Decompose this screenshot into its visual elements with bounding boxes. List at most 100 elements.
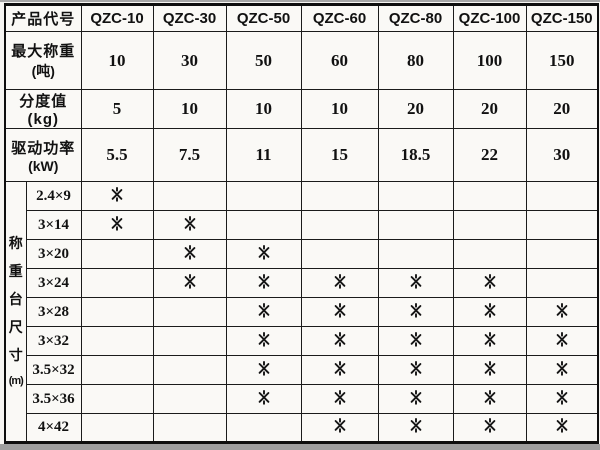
- reference-mark-icon: [109, 186, 125, 202]
- reference-mark-icon: [182, 302, 198, 318]
- mark-cell: [80, 210, 154, 240]
- mark-cell: [525, 181, 599, 211]
- mark-cell: [377, 181, 454, 211]
- mark-cell: [452, 355, 527, 385]
- mark-cell: [452, 181, 527, 211]
- reference-mark-icon: [182, 417, 198, 433]
- reference-mark-icon: [109, 389, 125, 405]
- mark-cell: [377, 297, 454, 327]
- reference-mark-icon: [554, 244, 570, 260]
- mark-cell: [300, 297, 379, 327]
- drive-power-row: 驱动功率 (kW) 5.5 7.5 11 15 18.5 22 30: [4, 128, 599, 182]
- mark-cell: [525, 268, 599, 298]
- reference-mark-icon: [482, 389, 498, 405]
- model-header-qzc30: QZC-30: [152, 4, 227, 32]
- reference-mark-icon: [482, 186, 498, 202]
- mark-cell: [377, 326, 454, 356]
- reference-mark-icon: [109, 360, 125, 376]
- division-value: 10: [152, 89, 227, 129]
- mark-cell: [525, 384, 599, 414]
- reference-mark-icon: [182, 215, 198, 231]
- vertical-label: 称 重 台 尺 寸 (m): [6, 236, 25, 387]
- mark-cell: [300, 181, 379, 211]
- mark-cell: [152, 413, 227, 443]
- mark-cell: [452, 297, 527, 327]
- mark-cell: [525, 355, 599, 385]
- mark-cell: [452, 326, 527, 356]
- reference-mark-icon: [554, 331, 570, 347]
- reference-mark-icon: [332, 215, 348, 231]
- capacity-value: 60: [300, 31, 379, 90]
- mark-cell: [225, 297, 302, 327]
- mark-cell: [225, 181, 302, 211]
- mark-cell: [152, 268, 227, 298]
- mark-cell: [300, 355, 379, 385]
- row-unit: (kW): [28, 157, 59, 174]
- mark-cell: [80, 326, 154, 356]
- power-value: 18.5: [377, 128, 454, 182]
- vertical-label-char: 尺: [8, 319, 23, 335]
- division-value: 5: [80, 89, 154, 129]
- reference-mark-icon: [408, 215, 424, 231]
- mark-cell: [525, 326, 599, 356]
- mark-cell: [80, 297, 154, 327]
- division-value: 10: [300, 89, 379, 129]
- reference-mark-icon: [182, 360, 198, 376]
- model-header-qzc100: QZC-100: [452, 4, 527, 32]
- mark-cell: [152, 297, 227, 327]
- reference-mark-icon: [109, 244, 125, 260]
- mark-cell: [300, 210, 379, 240]
- vertical-label-char: 台: [8, 291, 23, 307]
- mark-cell: [225, 210, 302, 240]
- row-label: 最大称重: [11, 43, 76, 60]
- platform-row: 3×24: [5, 268, 599, 298]
- max-capacity-label: 最大称重 (吨): [4, 31, 82, 90]
- mark-cell: [225, 413, 302, 443]
- reference-mark-icon: [256, 389, 272, 405]
- mark-cell: [525, 210, 599, 240]
- reference-mark-icon: [256, 417, 272, 433]
- capacity-value: 10: [80, 31, 154, 90]
- division-value: 20: [452, 89, 527, 129]
- platform-row: 3.5×36: [5, 384, 599, 414]
- platform-size-cell: 3×14: [25, 210, 82, 240]
- mark-cell: [80, 413, 154, 443]
- capacity-value: 150: [525, 31, 599, 90]
- reference-mark-icon: [408, 331, 424, 347]
- mark-cell: [300, 268, 379, 298]
- reference-mark-icon: [332, 417, 348, 433]
- platform-size-cell: 2.4×9: [25, 181, 82, 211]
- platform-size-cell: 4×42: [25, 413, 82, 443]
- mark-cell: [152, 326, 227, 356]
- reference-mark-icon: [256, 186, 272, 202]
- platform-size-cell: 3.5×36: [25, 384, 82, 414]
- mark-cell: [225, 384, 302, 414]
- reference-mark-icon: [482, 273, 498, 289]
- mark-cell: [225, 239, 302, 269]
- spec-table: 产品代号 QZC-10 QZC-30 QZC-50 QZC-60 QZC-80 …: [4, 3, 600, 444]
- mark-cell: [377, 210, 454, 240]
- power-value: 5.5: [80, 128, 154, 182]
- reference-mark-icon: [332, 331, 348, 347]
- division-value: 20: [377, 89, 454, 129]
- mark-cell: [525, 413, 599, 443]
- reference-mark-icon: [482, 417, 498, 433]
- mark-cell: [377, 239, 454, 269]
- mark-cell: [152, 239, 227, 269]
- mark-cell: [80, 355, 154, 385]
- reference-mark-icon: [408, 360, 424, 376]
- reference-mark-icon: [182, 244, 198, 260]
- platform-row: 3×14: [5, 210, 599, 240]
- reference-mark-icon: [256, 215, 272, 231]
- header-row: 产品代号 QZC-10 QZC-30 QZC-50 QZC-60 QZC-80 …: [4, 4, 599, 32]
- reference-mark-icon: [554, 360, 570, 376]
- mark-cell: [452, 210, 527, 240]
- mark-cell: [300, 384, 379, 414]
- power-value: 15: [300, 128, 379, 182]
- mark-cell: [452, 268, 527, 298]
- reference-mark-icon: [109, 215, 125, 231]
- mark-cell: [452, 413, 527, 443]
- division-value: 10: [225, 89, 302, 129]
- reference-mark-icon: [554, 215, 570, 231]
- product-code-header: 产品代号: [4, 4, 82, 32]
